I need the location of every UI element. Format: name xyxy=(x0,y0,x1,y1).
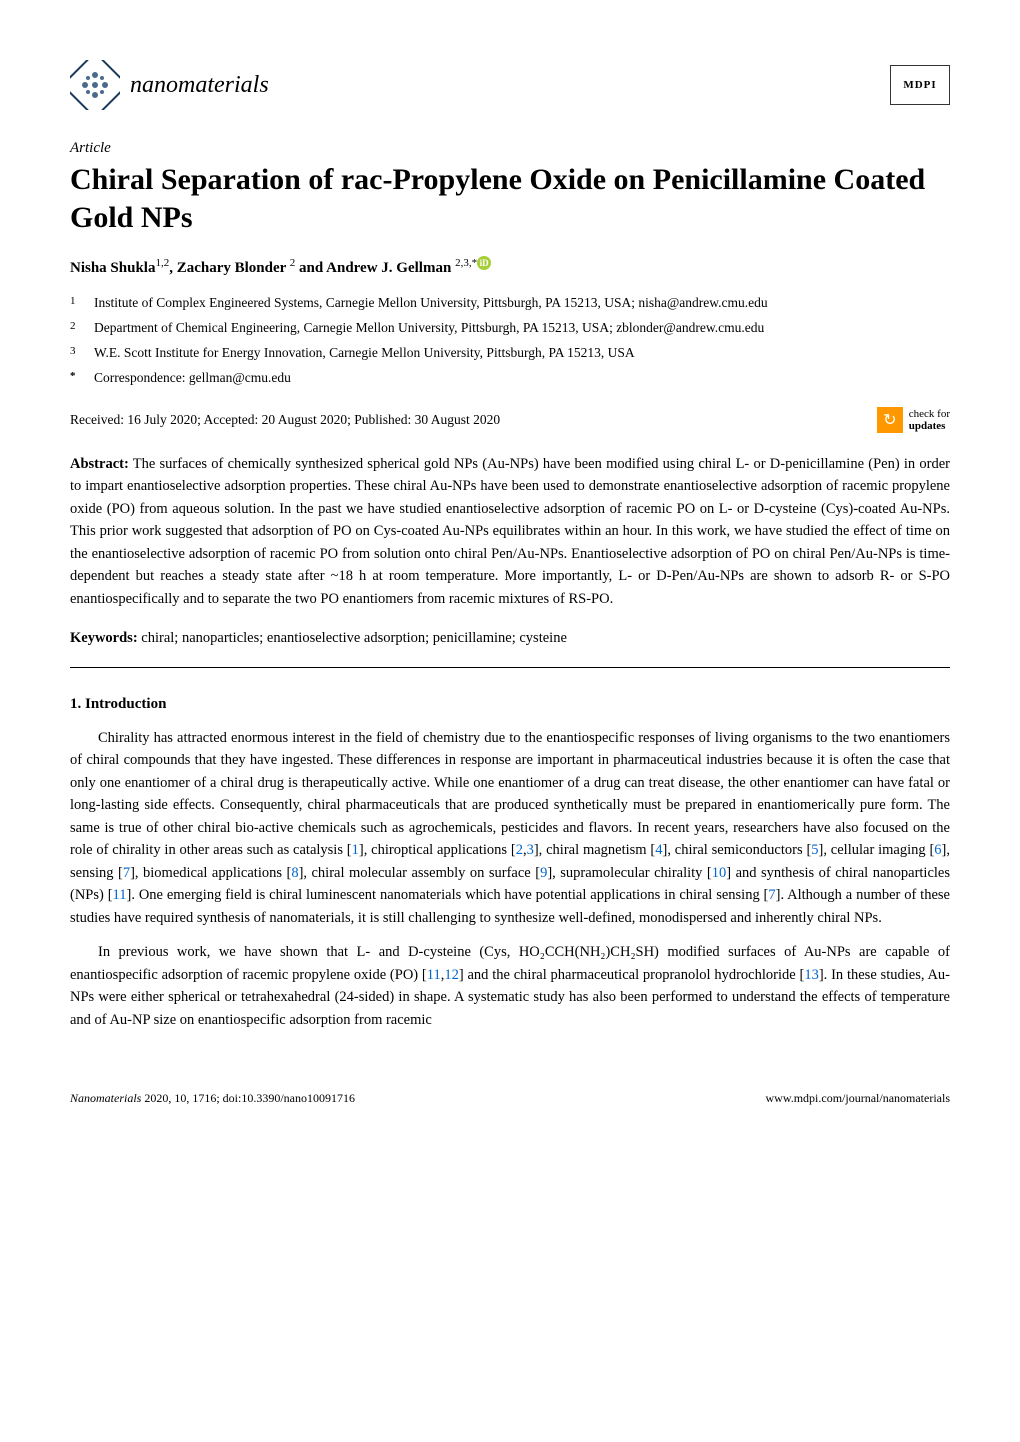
keywords-label: Keywords: xyxy=(70,630,138,646)
dates-row: Received: 16 July 2020; Accepted: 20 Aug… xyxy=(70,407,950,433)
check-updates-icon: ↻ xyxy=(877,407,903,433)
divider xyxy=(70,667,950,668)
abstract-block: Abstract: The surfaces of chemically syn… xyxy=(70,453,950,610)
authors-line: Nisha Shukla1,2, Zachary Blonder 2 and A… xyxy=(70,256,950,277)
aff-marker: 2 xyxy=(70,318,94,339)
check-updates-badge[interactable]: ↻ check for updates xyxy=(877,407,950,433)
abstract-label: Abstract: xyxy=(70,456,129,472)
affiliation-item: 1 Institute of Complex Engineered System… xyxy=(94,293,950,314)
body-text: Chirality has attracted enormous interes… xyxy=(70,727,950,1031)
journal-logo-icon xyxy=(70,60,120,110)
journal-brand: nanomaterials xyxy=(70,60,269,110)
article-type: Article xyxy=(70,140,950,157)
affiliations-block: 1 Institute of Complex Engineered System… xyxy=(70,293,950,389)
ref-link[interactable]: 13 xyxy=(804,967,819,983)
dates-text: Received: 16 July 2020; Accepted: 20 Aug… xyxy=(70,412,500,428)
author-3-sup: 2,3,* xyxy=(455,257,477,269)
ref-link[interactable]: 12 xyxy=(444,967,459,983)
orcid-icon[interactable]: iD xyxy=(477,256,491,270)
ref-link[interactable]: 7 xyxy=(123,865,130,881)
abstract-text: The surfaces of chemically synthesized s… xyxy=(70,456,950,607)
header-row: nanomaterials MDPI xyxy=(70,60,950,110)
ref-link[interactable]: 2 xyxy=(516,842,523,858)
author-2-sup: 2 xyxy=(290,257,296,269)
aff-text: Department of Chemical Engineering, Carn… xyxy=(94,318,764,339)
ref-link[interactable]: 11 xyxy=(427,967,441,983)
author-3: Andrew J. Gellman xyxy=(326,260,451,276)
ref-link[interactable]: 1 xyxy=(352,842,359,858)
ref-link[interactable]: 4 xyxy=(655,842,662,858)
paragraph-1: Chirality has attracted enormous interes… xyxy=(70,727,950,929)
aff-marker: 3 xyxy=(70,343,94,364)
footer-row: Nanomaterials 2020, 10, 1716; doi:10.339… xyxy=(70,1091,950,1106)
ref-link[interactable]: 10 xyxy=(712,865,727,881)
keywords-block: Keywords: chiral; nanoparticles; enantio… xyxy=(70,630,950,647)
ref-link[interactable]: 7 xyxy=(768,887,775,903)
affiliation-item: * Correspondence: gellman@cmu.edu xyxy=(94,368,950,388)
author-1-sup: 1,2 xyxy=(155,257,169,269)
affiliation-item: 3 W.E. Scott Institute for Energy Innova… xyxy=(94,343,950,364)
article-title: Chiral Separation of rac-Propylene Oxide… xyxy=(70,161,950,236)
publisher-logo: MDPI xyxy=(890,65,950,105)
footer-left: Nanomaterials 2020, 10, 1716; doi:10.339… xyxy=(70,1091,355,1106)
ref-link[interactable]: 6 xyxy=(934,842,941,858)
keywords-text: chiral; nanoparticles; enantioselective … xyxy=(141,630,567,646)
aff-text: Correspondence: gellman@cmu.edu xyxy=(94,368,291,388)
ref-link[interactable]: 5 xyxy=(811,842,818,858)
ref-link[interactable]: 11 xyxy=(113,887,127,903)
aff-marker: * xyxy=(70,368,94,388)
check-updates-text: check for updates xyxy=(909,408,950,432)
section-heading: 1. Introduction xyxy=(70,696,950,713)
aff-marker: 1 xyxy=(70,293,94,314)
author-2: Zachary Blonder xyxy=(177,260,286,276)
paragraph-2: In previous work, we have shown that L- … xyxy=(70,941,950,1031)
affiliation-item: 2 Department of Chemical Engineering, Ca… xyxy=(94,318,950,339)
journal-name: nanomaterials xyxy=(130,72,269,99)
ref-link[interactable]: 3 xyxy=(527,842,534,858)
ref-link[interactable]: 8 xyxy=(291,865,298,881)
footer-right[interactable]: www.mdpi.com/journal/nanomaterials xyxy=(765,1091,950,1106)
author-1: Nisha Shukla xyxy=(70,260,155,276)
aff-text: Institute of Complex Engineered Systems,… xyxy=(94,293,768,314)
aff-text: W.E. Scott Institute for Energy Innovati… xyxy=(94,343,635,364)
